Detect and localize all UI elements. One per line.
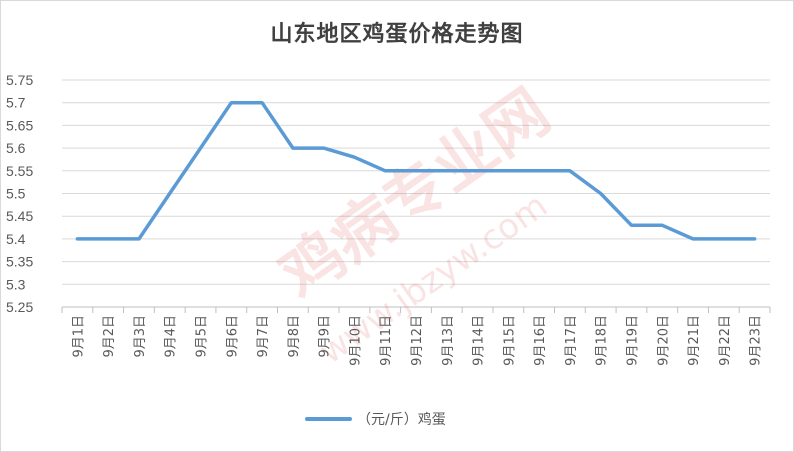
x-tick-label: 9月13日 bbox=[441, 315, 456, 366]
y-tick-label: 5.65 bbox=[6, 117, 33, 133]
y-tick-label: 5.3 bbox=[6, 276, 26, 292]
x-tick-label: 9月9日 bbox=[318, 315, 333, 358]
x-tick-label: 9月10日 bbox=[348, 315, 363, 366]
x-tick-label: 9月20日 bbox=[656, 315, 671, 366]
y-tick-label: 5.45 bbox=[6, 208, 33, 224]
x-tick-label: 9月4日 bbox=[164, 315, 179, 358]
x-tick-label: 9月1日 bbox=[71, 315, 86, 358]
y-tick-label: 5.25 bbox=[6, 299, 33, 315]
x-tick-label: 9月3日 bbox=[133, 315, 148, 358]
x-tick-label: 9月8日 bbox=[287, 315, 302, 358]
x-tick-label: 9月23日 bbox=[749, 315, 764, 366]
x-tick-label: 9月16日 bbox=[533, 315, 548, 366]
x-tick-label: 9月22日 bbox=[718, 315, 733, 366]
y-tick-label: 5.7 bbox=[6, 95, 26, 111]
y-tick-label: 5.6 bbox=[6, 140, 26, 156]
y-tick-label: 5.75 bbox=[6, 72, 33, 88]
x-tick-label: 9月2日 bbox=[102, 315, 117, 358]
chart-title: 山东地区鸡蛋价格走势图 bbox=[270, 21, 524, 47]
legend: （元/斤）鸡蛋 bbox=[305, 411, 446, 428]
x-tick-label: 9月6日 bbox=[225, 315, 240, 358]
y-tick-label: 5.35 bbox=[6, 254, 33, 270]
series-layer bbox=[75, 100, 757, 241]
x-tick-label: 9月12日 bbox=[410, 315, 425, 366]
x-tick-label: 9月7日 bbox=[256, 315, 271, 358]
x-tick-label: 9月15日 bbox=[502, 315, 517, 366]
legend-label: （元/斤）鸡蛋 bbox=[357, 411, 446, 428]
x-tick-label: 9月11日 bbox=[379, 315, 394, 366]
x-axis-ticks: 9月1日 9月2日 9月3日 9月4日 9月5日 9月6日 9月7日 9月8日 9月9日 9月10… bbox=[61, 307, 771, 366]
y-axis-ticks: 5.25 5.3 5.35 5.4 5.45 5.5 5.55 5.6 5.65 5.7 5.75 bbox=[6, 72, 33, 315]
x-tick-label: 9月17日 bbox=[564, 315, 579, 366]
x-tick-label: 9月14日 bbox=[472, 315, 487, 366]
x-tick-label: 9月18日 bbox=[595, 315, 610, 366]
x-tick-label: 9月21日 bbox=[687, 315, 702, 366]
x-tick-label: 9月19日 bbox=[625, 315, 640, 366]
y-tick-label: 5.4 bbox=[6, 231, 26, 247]
y-tick-label: 5.55 bbox=[6, 163, 33, 179]
series-line bbox=[75, 100, 757, 241]
y-tick-label: 5.5 bbox=[6, 186, 26, 202]
x-tick-label: 9月5日 bbox=[195, 315, 210, 358]
